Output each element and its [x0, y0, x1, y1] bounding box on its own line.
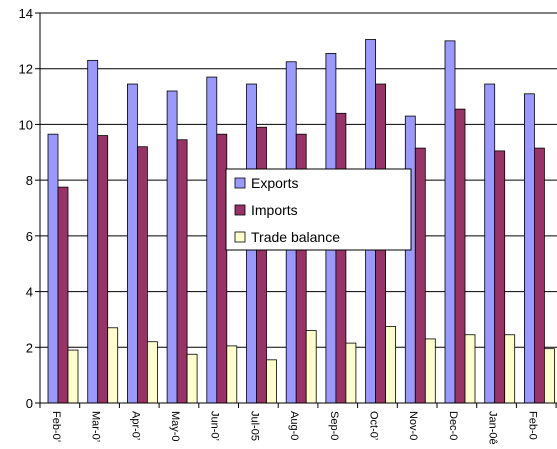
y-tick-label: 8 [26, 173, 33, 188]
x-tick-label: Jan-0ê [487, 411, 499, 445]
bar-imports [136, 146, 148, 404]
legend-swatch [234, 177, 246, 189]
bar-exports [524, 93, 535, 404]
axes [39, 13, 557, 408]
bar-trade-balance [226, 345, 238, 404]
bar-trade-balance [504, 334, 516, 404]
legend-swatch [234, 231, 246, 243]
bar-trade-balance [544, 348, 555, 404]
bars [47, 39, 555, 404]
bar-imports [454, 108, 466, 404]
x-tick-label: Aug-0 [288, 411, 300, 440]
bar-trade-balance [146, 341, 158, 404]
bar-exports [47, 133, 59, 404]
bar-exports [166, 90, 178, 404]
legend-label: Trade balance [251, 229, 340, 245]
x-tick-label: Mar-0’ [90, 411, 102, 442]
y-tick-label: 12 [19, 62, 33, 77]
bar-trade-balance [67, 349, 79, 404]
x-tick-label: Dec-0 [447, 411, 459, 440]
bar-trade-balance [186, 353, 198, 404]
bar-imports [414, 147, 426, 404]
y-tick-label: 6 [26, 229, 33, 244]
legend-box [225, 168, 412, 251]
bar-trade-balance [266, 359, 277, 404]
bar-imports [494, 150, 506, 404]
bar-trade-balance [345, 342, 357, 404]
bar-exports [404, 115, 416, 404]
legend-label: Exports [251, 175, 298, 191]
x-tick-label: May-0 [169, 411, 181, 442]
bar-exports [127, 83, 138, 404]
bar-exports [444, 40, 456, 404]
y-axis-ticks: 0 2 4 6 8 10 12 14 [19, 6, 40, 411]
bar-trade-balance [424, 338, 436, 404]
x-tick-label: Nov-0 [407, 411, 419, 440]
bar-exports [484, 83, 496, 404]
bar-imports [176, 139, 188, 404]
bar-trade-balance [107, 327, 119, 404]
bar-trade-balance [385, 325, 397, 404]
legend-swatch [234, 204, 246, 216]
bar-imports [534, 147, 545, 404]
y-tick-label: 2 [26, 340, 33, 355]
y-tick-label: 14 [19, 6, 33, 21]
legend-label: Imports [251, 202, 298, 218]
x-tick-label: Feb-0 [526, 411, 538, 440]
bar-trade-balance [464, 334, 476, 404]
bar-exports [87, 59, 99, 404]
bar-exports [206, 76, 218, 404]
bar-imports [57, 186, 69, 404]
y-tick-label: 10 [19, 117, 33, 132]
x-tick-label: Sep-0 [328, 411, 340, 440]
x-axis-labels: Feb-0’ Mar-0’ Apr-0’ May-0 Jun-0’ Jul-05 Aug-0… [50, 411, 538, 445]
x-tick-label: Oct-0’ [368, 411, 380, 440]
bar-imports [97, 135, 109, 404]
x-tick-label: Jun-0’ [209, 411, 221, 441]
bar-imports [216, 133, 228, 404]
bar-imports [335, 112, 347, 404]
x-tick-label: Apr-0’ [129, 411, 141, 440]
y-tick-label: 0 [26, 396, 33, 411]
x-tick-label: Feb-0’ [50, 411, 62, 442]
y-tick-label: 4 [26, 285, 33, 300]
bar-trade-balance [305, 330, 317, 404]
x-tick-label: Jul-05 [248, 411, 260, 441]
legend: Exports Imports Trade balance [225, 168, 412, 251]
